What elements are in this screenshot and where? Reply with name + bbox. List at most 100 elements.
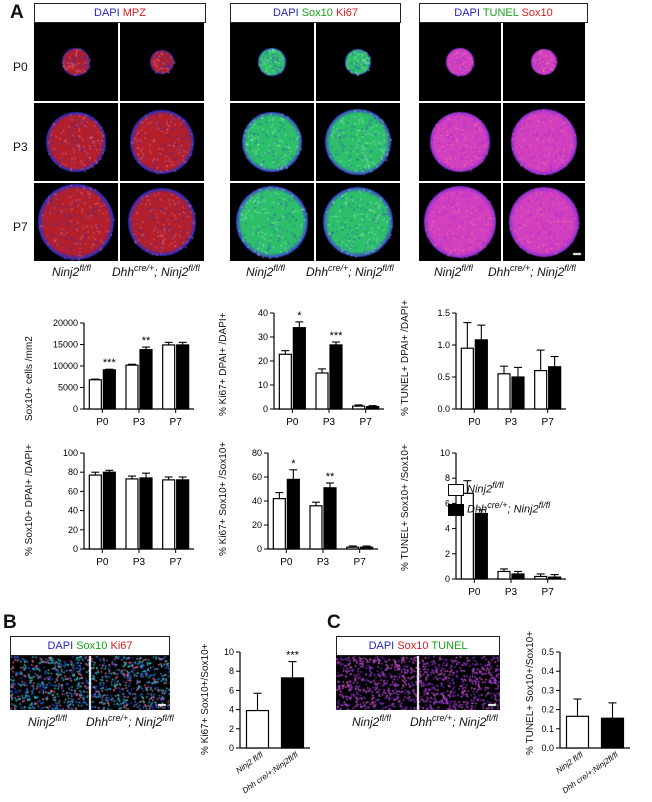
- stain-dapi: DAPI: [454, 7, 480, 19]
- panel-letter-a: A: [10, 2, 24, 23]
- x-tick-label: P3: [133, 417, 146, 428]
- y-tick-label: 60: [68, 486, 78, 496]
- row-label-p0: P0: [13, 60, 28, 74]
- y-tick-label: 80: [252, 448, 262, 458]
- micrograph-p7-cko: [503, 183, 585, 261]
- y-tick-label: 60: [252, 472, 262, 482]
- row-label-p7: P7: [13, 220, 28, 234]
- stain-sox10: Sox10: [301, 7, 333, 19]
- stain-ki67: Ki67: [110, 640, 133, 652]
- bar: [102, 471, 116, 550]
- x-tick-label: P7: [542, 587, 555, 598]
- y-tick-label: 8: [229, 666, 234, 676]
- genotype-cko-g1: Dhhcre/+; Ninj2fl/fl: [112, 263, 200, 279]
- row-label-p3: P3: [13, 140, 28, 154]
- y-axis-label: % Ki67+ Sox10+ /Sox10+: [218, 441, 229, 556]
- bar: [460, 347, 474, 410]
- y-tick-label: 40: [258, 308, 268, 318]
- header-tunel: DAPI TUNEL Sox10: [419, 3, 588, 23]
- bar: [125, 364, 139, 410]
- bar: [352, 405, 366, 410]
- y-tick-label: 0.5: [437, 372, 450, 382]
- genotype-control-g1: Ninj2fl/fl: [52, 263, 91, 279]
- bar: [329, 344, 343, 410]
- y-tick-label: 30: [258, 332, 268, 342]
- micrograph-p3-control: [34, 103, 118, 181]
- x-tick-label: Ninj2 fl/fl: [234, 750, 264, 775]
- stain-mpz: MPZ: [122, 7, 146, 19]
- bar: [139, 349, 153, 410]
- x-tick-label: P0: [468, 587, 481, 598]
- micrograph-p0-cko: [120, 23, 204, 101]
- significance-marker: **: [326, 471, 335, 483]
- y-tick-label: 0: [229, 743, 234, 753]
- bar: [366, 405, 380, 410]
- bar: [272, 497, 286, 550]
- chart-tunel_sox10: 0 2 4 6 8 10 P0 P3 P7: [440, 448, 566, 598]
- genotype-cko-c: Dhhcre/+; Ninj2fl/fl: [410, 713, 498, 729]
- x-tick-label: P0: [280, 557, 293, 568]
- bar: [309, 505, 323, 550]
- y-tick-label: 40: [68, 506, 78, 516]
- significance-marker: ***: [286, 650, 300, 662]
- bar: [534, 575, 548, 580]
- x-tick-label: P3: [133, 557, 146, 568]
- x-tick-label: P0: [96, 417, 109, 428]
- stain-tunel: TUNEL: [431, 640, 468, 652]
- significance-marker: ***: [103, 357, 117, 369]
- y-tick-label: 0: [445, 574, 450, 584]
- y-tick-label: 20: [68, 525, 78, 535]
- y-tick-label: 0: [257, 544, 262, 554]
- stain-ki67: Ki67: [335, 7, 359, 19]
- y-tick-label: 1.5: [437, 308, 450, 318]
- y-tick-label: 10000: [53, 361, 78, 371]
- micrograph-p3-control: [419, 103, 501, 181]
- genotype-control-g3: Ninj2fl/fl: [434, 263, 473, 279]
- header-mpz: DAPI MPZ: [34, 3, 206, 23]
- genotype-control-b: Ninj2fl/fl: [28, 713, 67, 729]
- y-tick-label: 4: [229, 705, 234, 715]
- y-tick-label: 10: [258, 380, 268, 390]
- bar: [511, 376, 525, 410]
- micrograph-p7-cko: [120, 183, 204, 261]
- header-ki67: DAPI Sox10 Ki67: [230, 3, 401, 23]
- y-tick-label: 10: [224, 647, 234, 657]
- x-tick-label: Ninj2 fl/fl: [554, 750, 584, 775]
- genotype-cko-g2: Dhhcre/+; Ninj2fl/fl: [306, 263, 394, 279]
- bar: [292, 327, 306, 410]
- significance-marker: ***: [330, 330, 344, 342]
- micrograph-p7-control: [419, 183, 501, 261]
- y-tick-label: 8: [445, 473, 450, 483]
- header-c: DAPI Sox10 TUNEL: [336, 636, 500, 656]
- microscopy-image-b: [10, 656, 170, 710]
- bar: [534, 369, 548, 410]
- x-tick-label: P7: [542, 417, 555, 428]
- y-axis-label: % TUNEL+ Sox10+/Sox10+: [525, 630, 536, 755]
- bar: [176, 479, 190, 550]
- stain-sox10: Sox10: [76, 640, 108, 652]
- y-tick-label: 5000: [58, 383, 78, 393]
- genotype-control-c: Ninj2fl/fl: [352, 713, 391, 729]
- y-tick-label: 2: [445, 549, 450, 559]
- y-axis-label: % Sox10+ DPAI+ /DAPI+: [24, 444, 35, 556]
- bar: [139, 477, 153, 550]
- micrograph-p0-cko: [316, 23, 400, 101]
- y-axis-label: % Ki67+ DPAI+ /DAPI+: [218, 312, 229, 416]
- panel-letter-c: C: [327, 612, 341, 633]
- x-tick-label: P0: [286, 417, 299, 428]
- stain-sox10: Sox10: [397, 640, 429, 652]
- bar: [278, 353, 292, 410]
- stain-dapi: DAPI: [272, 7, 299, 19]
- bar: [474, 512, 488, 580]
- bar: [323, 487, 337, 550]
- x-tick-label: P3: [323, 417, 336, 428]
- stain-dapi: DAPI: [368, 640, 395, 652]
- x-tick-label: P0: [96, 557, 109, 568]
- legend-swatch-cko: [448, 504, 464, 516]
- bar: [511, 573, 525, 580]
- x-tick-label: P3: [505, 417, 518, 428]
- micrograph-p3-control: [230, 103, 314, 181]
- y-tick-label: 40: [252, 496, 262, 506]
